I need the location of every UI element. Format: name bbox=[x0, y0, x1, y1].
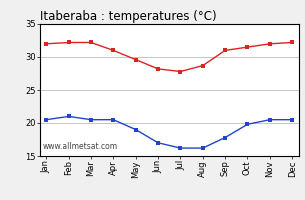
Text: www.allmetsat.com: www.allmetsat.com bbox=[42, 142, 117, 151]
Text: Itaberaba : temperatures (°C): Itaberaba : temperatures (°C) bbox=[40, 10, 216, 23]
